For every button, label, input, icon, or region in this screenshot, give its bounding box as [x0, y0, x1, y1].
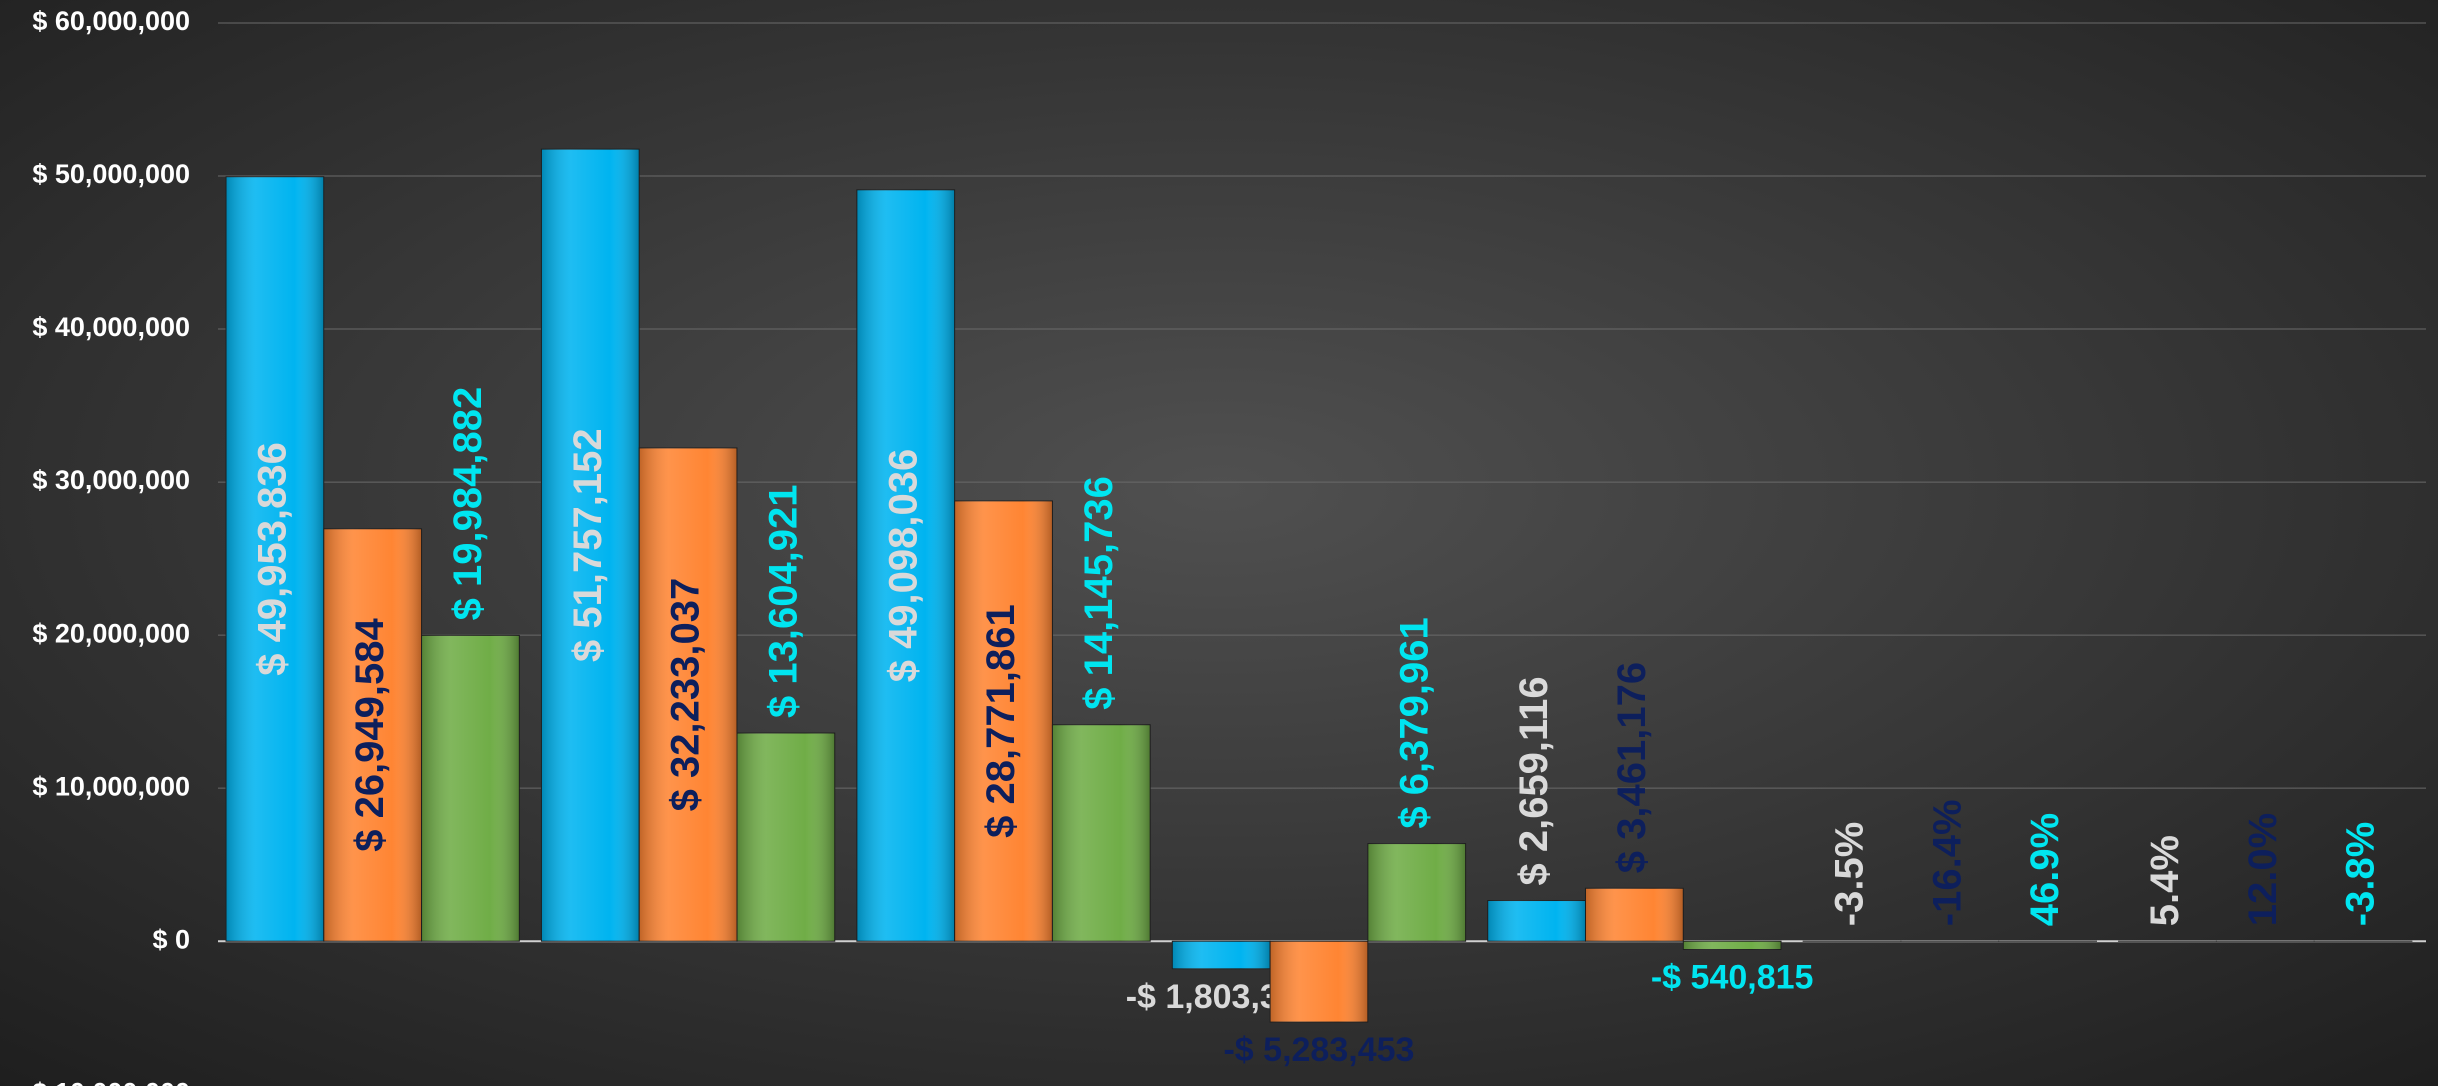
- bar-shade: [639, 447, 737, 942]
- data-label: -$ 5,283,453: [1223, 1031, 1414, 1069]
- bar-shade: [1052, 724, 1151, 942]
- bar-shade: [1172, 941, 1271, 969]
- data-label: -16.4%: [1925, 799, 1969, 926]
- data-label: 5.4%: [2143, 835, 2187, 926]
- data-label: $ 6,379,961: [1392, 617, 1436, 828]
- data-label: 12.0%: [2241, 813, 2285, 926]
- y-tick-label: $ 60,000,000: [32, 6, 190, 36]
- y-tick-label: $ 20,000,000: [32, 618, 190, 648]
- y-tick-label: $ 10,000,000: [32, 771, 190, 801]
- bar-shade: [226, 176, 324, 942]
- bar-shade: [736, 733, 835, 942]
- bar-shade: [1487, 900, 1586, 942]
- data-label: $ 49,953,836: [250, 442, 294, 676]
- bar-shade: [541, 149, 640, 942]
- bar-shade: [1367, 843, 1466, 942]
- data-label: $ 3,461,176: [1610, 662, 1654, 873]
- data-label: $ 32,233,037: [664, 578, 708, 812]
- data-label: $ 14,145,736: [1077, 476, 1121, 710]
- bar-shade: [1683, 941, 1782, 950]
- bar-shade: [856, 189, 955, 942]
- y-tick-label: $ 40,000,000: [32, 312, 190, 342]
- y-tick-label: $ 0: [152, 924, 190, 954]
- data-label: $ 19,984,882: [446, 387, 490, 621]
- y-tick-label: -$ 10,000,000: [23, 1077, 190, 1086]
- y-tick-label: $ 50,000,000: [32, 159, 190, 189]
- data-label: -$ 540,815: [1651, 958, 1814, 996]
- data-label: $ 13,604,921: [761, 484, 805, 718]
- bar-shade: [1585, 888, 1684, 942]
- bar-shade: [1270, 941, 1368, 1023]
- data-label: $ 26,949,584: [348, 617, 392, 851]
- data-label: -3.8%: [2339, 822, 2383, 927]
- data-label: $ 49,098,036: [881, 449, 925, 683]
- data-label: $ 2,659,116: [1512, 676, 1556, 885]
- data-label: -3.5%: [1828, 822, 1872, 927]
- bar-shade: [421, 635, 520, 942]
- data-label: 46.9%: [2023, 813, 2067, 926]
- bar-shade: [954, 500, 1053, 942]
- data-label: $ 51,757,152: [566, 428, 610, 662]
- y-tick-label: $ 30,000,000: [32, 465, 190, 495]
- bar-shade: [323, 528, 422, 942]
- data-label: $ 28,771,861: [979, 604, 1023, 838]
